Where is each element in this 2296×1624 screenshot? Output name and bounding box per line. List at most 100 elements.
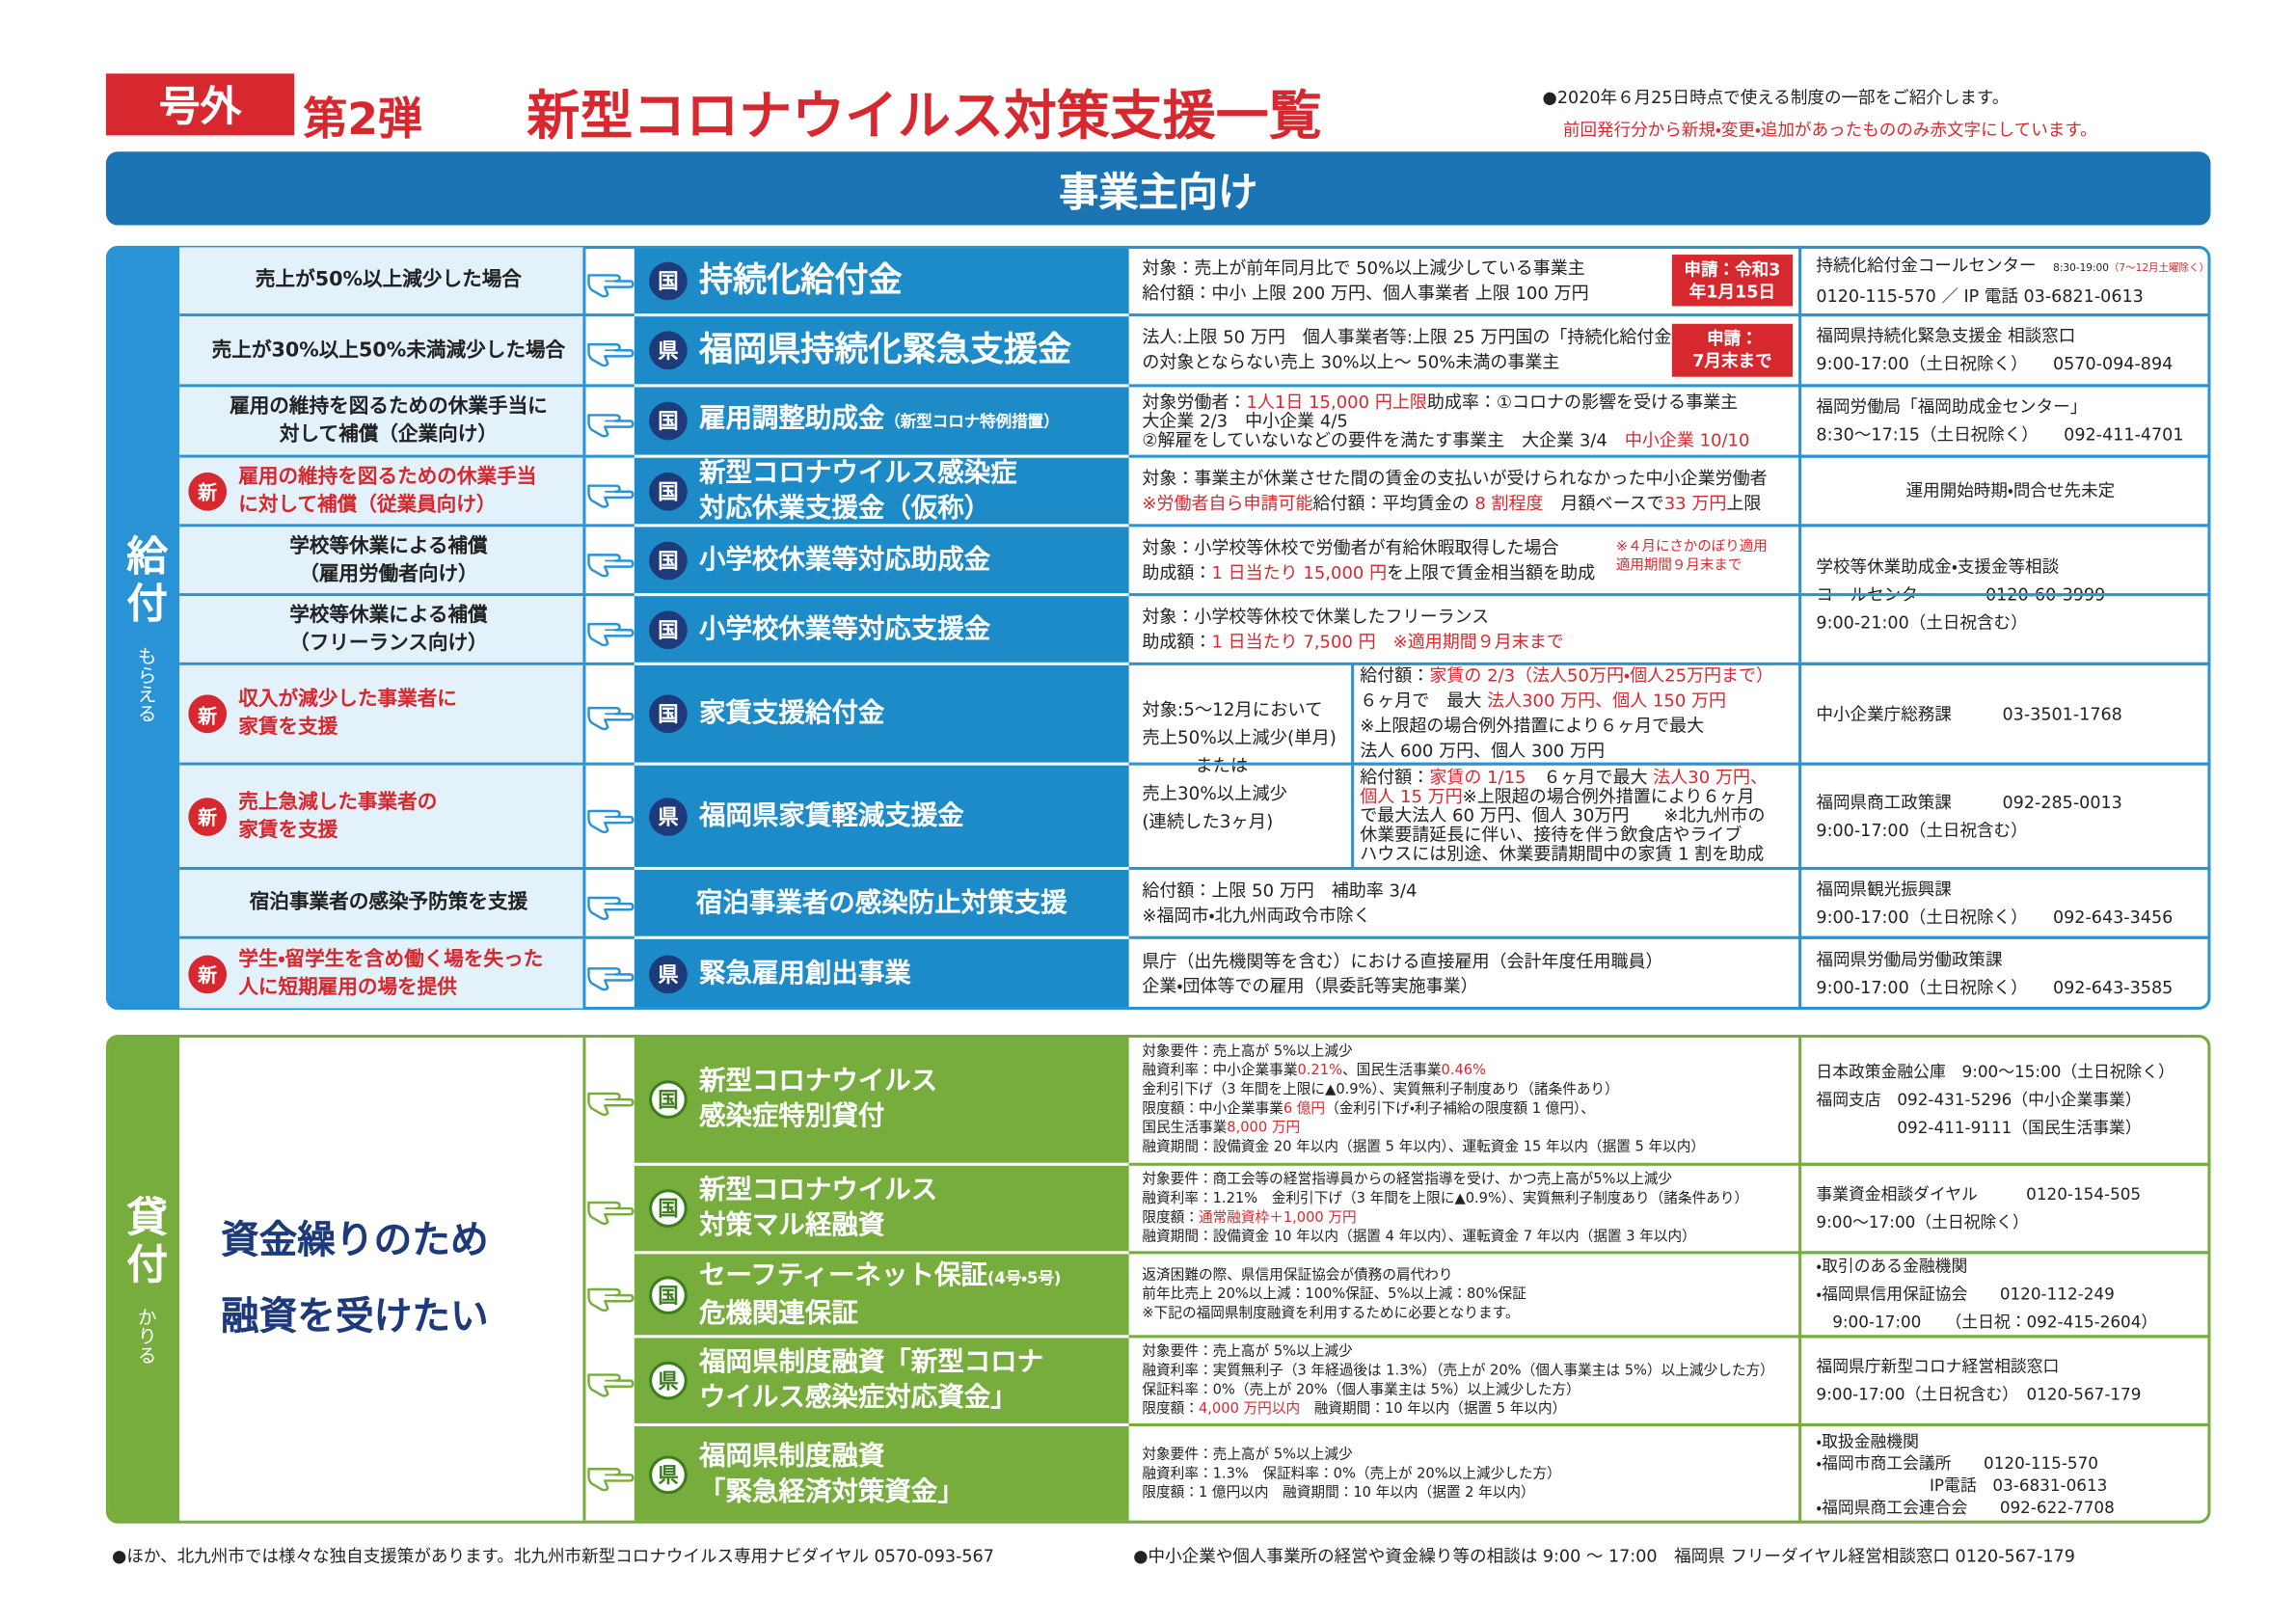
text-line: 法人:上限 50 万円 個人事業者等:上限 25 万円国の「持続化給付金」 <box>1142 326 1689 348</box>
level-badge: 国 <box>649 1080 688 1119</box>
case-text: 学生・留学生を含め働く場を失った 人に短期雇用の場を提供 <box>238 946 543 1002</box>
text-line: 新型コロナウイルス感染症 <box>698 456 1017 488</box>
text-line: 日本政策金融公庫 9:00〜15:00（土日祝除く） <box>1816 1062 2174 1082</box>
text-segment: 限度額： <box>1142 1209 1199 1227</box>
text-segment: 給付額： <box>1360 664 1430 687</box>
text-line: ※上限超の場合例外措置により６ヶ月で最大 <box>1360 715 1705 737</box>
level-badge: 国 <box>649 540 688 580</box>
case-text: 売上が30%以上50%未満減少した場合 <box>194 337 582 365</box>
pointing-hand <box>587 1467 635 1491</box>
text-line: 大企業 2/3 中小企業 4/5 <box>1142 410 1348 431</box>
text-line: の対象とならない売上 30%以上～ 50%未満の事業主 <box>1142 351 1560 373</box>
text-line: 売上急減した事業者の <box>238 789 438 814</box>
text-line: 対象：小学校等休校で労働者が有給休暇取得した場合 <box>1142 536 1559 557</box>
text-line: 国民生活事業8,000 万円 <box>1142 1119 1796 1138</box>
text-line: 9:00-17:00（土日祝含む） 0120-567-179 <box>1816 1385 2142 1405</box>
level-badge: 国 <box>649 401 688 441</box>
case-text: 雇用の維持を図るための休業手当 に対して補償（従業員向け） <box>238 463 536 519</box>
text-line: 返済困難の際、県信用保証協会が債務の肩代わり <box>1142 1267 1453 1284</box>
text-line: 7月末まで <box>1692 350 1772 371</box>
text-line: 給付額：中小 上限 200 万円、個人事業者 上限 100 万円 <box>1142 282 1589 303</box>
program-cell: 国小学校休業等対応助成金 <box>635 526 1129 595</box>
text-line: 新型コロナウイルス <box>698 1174 938 1206</box>
text-segment: を上限で賃金相当額を助成 <box>1387 561 1596 582</box>
program-divider <box>634 1251 1129 1255</box>
footer-note: ●ほか、北九州市では様々な独自支援策があります。北九州市新型コロナウイルス専用ナ… <box>111 1545 994 1566</box>
text-line: 融資利率：1.21% 金利引下げ（3 年間を上限に▲0.9%）、実質無利子制度あ… <box>1142 1190 1749 1207</box>
text-line: 申請：令和3 <box>1684 257 1781 280</box>
text-line: 人に短期雇用の場を提供 <box>238 975 457 999</box>
note: ●2020年６月25日時点で使える制度の一部をご紹介します。 <box>1542 87 2010 108</box>
text-line: 対象:5～12月において <box>1142 698 1323 720</box>
program-name: 福岡県制度融資「新型コロナ ウイルス感染症対応資金」 <box>699 1345 1043 1416</box>
details-cell: 対象：売上が前年同月比で 50%以上減少している事業主 給付額：中小 上限 200… <box>1142 246 1796 315</box>
text-line: 対象要件：売上高が 5%以上減少 <box>1142 1043 1353 1060</box>
text-line: ・福岡県商工会連合会 092-622-7708 <box>1816 1497 2115 1517</box>
text-line: 福岡県観光振興課 <box>1816 878 1952 899</box>
text-segment: 8:30-19:00 <box>2053 260 2109 274</box>
program-cell: 県福岡県制度融資 「緊急経済対策資金」 <box>635 1424 1129 1523</box>
text-line: 小学校休業等対応助成金 <box>698 543 991 576</box>
text-line: 福岡県労働局労働政策課 <box>1816 948 2003 970</box>
contact-cell: 持続化給付金コールセンター 8:30-19:00（7〜12月土曜除く） 0120-… <box>1816 246 2209 315</box>
text-segment: 給付額： <box>1360 767 1430 788</box>
program-name: 新型コロナウイルス感染症 対応休業支援金（仮称） <box>699 455 1017 526</box>
row-divider <box>1798 1162 2208 1166</box>
text-segment: 融資期間：10 年以内（据置 5 年以内） <box>1300 1401 1567 1418</box>
contact-cell: 福岡県労働局労働政策課 9:00-17:00（土日祝除く） 092-643-358… <box>1816 937 2204 1010</box>
text-segment: 対象労働者： <box>1142 391 1247 412</box>
text-line: 対象労働者：1人1日 15,000 円上限助成率：①コロナの影響を受ける事業主 <box>1142 392 1796 412</box>
section-frame <box>105 1034 2211 1524</box>
text-line: 収入が減少した事業者に <box>238 687 457 712</box>
text-segment: 1 日当たり 15,000 円 <box>1211 561 1388 582</box>
text-line: 金利引下げ（3 年間を上限に▲0.9%）、実質無利子制度あり（諸条件あり） <box>1142 1081 1619 1098</box>
row-divider <box>179 662 2208 665</box>
text-line: 雇用の維持を図るための休業手当 <box>238 464 537 488</box>
text-line: 年1月15日 <box>1688 280 1776 302</box>
details-cell: 対象要件：売上高が 5%以上減少 融資利率：中小企業事業0.21%、国民生活事業0… <box>1142 1035 1796 1164</box>
text-line: 対応休業支援金（仮称） <box>698 492 991 524</box>
text-line: 対象：小学校等休校で休業したフリーランス <box>1142 606 1490 627</box>
section-label: 貸付 かりる <box>108 1036 180 1523</box>
row-divider <box>179 762 2208 766</box>
case-text: 学校等休業による補償 （雇用労働者向け） <box>194 532 582 588</box>
text-line: 9:00-21:00（土日祝含む） <box>1816 611 2028 633</box>
pointing-hand <box>587 483 635 507</box>
case-cell: 学校等休業による補償 （雇用労働者向け） <box>179 527 586 594</box>
need: 資金繰りのため 融資を受けたい <box>221 1035 574 1524</box>
text-line: 福岡県商工政策課 092-285-0013 <box>1816 791 2122 812</box>
row-divider <box>1798 1335 2208 1339</box>
text-line: 雇用調整助成金（新型コロナ特例措置） <box>699 402 1060 441</box>
text-line: 限度額：1 億円以内 融資期間：10 年以内（据置 2 年以内） <box>1142 1485 1535 1502</box>
text-segment: （7〜12月土曜除く） <box>2108 260 2210 274</box>
text-line: ウイルス感染症対応資金」 <box>698 1382 1017 1414</box>
text-line: 家賃支援給付金 <box>698 697 885 729</box>
text-line: 対象要件：売上高が 5%以上減少 <box>1142 1343 1353 1361</box>
program-cell: 県福岡県家賃軽減支援金 <box>635 764 1129 868</box>
text-line: 「緊急経済対策資金」 <box>698 1475 964 1507</box>
row-divider <box>1798 1251 2208 1255</box>
row-divider <box>1798 866 2208 871</box>
text-line: 休業要請延長に伴い、接待を伴う飲食店やライブ <box>1360 824 1742 846</box>
text-line: 対象：売上が前年同月比で 50%以上減少している事業主 <box>1142 257 1585 278</box>
text-line: 福岡県家賃軽減支援金 <box>698 799 964 831</box>
program-divider <box>634 762 1129 766</box>
program-cell: 県緊急雇用創出事業 <box>635 937 1129 1010</box>
pointing-hand <box>587 414 635 438</box>
contact-cell: 日本政策金融公庫 9:00〜15:00（土日祝除く） 福岡支店 092-431-5… <box>1816 1035 2204 1164</box>
text-line: ・取引のある金融機関 <box>1816 1257 1968 1277</box>
text-line: 8:30〜17:15（土日祝除く） 092-411-4701 <box>1816 423 2184 445</box>
program-name: 小学校休業等対応支援金 <box>699 611 990 647</box>
text-line: 福岡県制度融資 <box>698 1440 885 1472</box>
program-divider <box>634 313 1129 317</box>
case-column <box>179 1038 586 1521</box>
text-line: セーフティーネット保証(4号・5号) <box>699 1258 1061 1296</box>
pointing-hand <box>587 706 635 731</box>
text-segment: 通常融資枠＋1,000 万円 <box>1198 1209 1357 1227</box>
case-cell: 新雇用の維持を図るための休業手当 に対して補償（従業員向け） <box>179 457 586 525</box>
edition: 第2弾 <box>303 94 422 147</box>
program-cell: 国家賃支援給付金 <box>635 663 1129 764</box>
case-text: 学校等休業による補償 （フリーランス向け） <box>194 601 582 657</box>
text-line: 学校等休業による補償 <box>289 533 488 557</box>
contact-cell: 事業資金相談ダイヤル 0120-154-505 9:00〜17:00（土日祝除く） <box>1816 1164 2204 1253</box>
